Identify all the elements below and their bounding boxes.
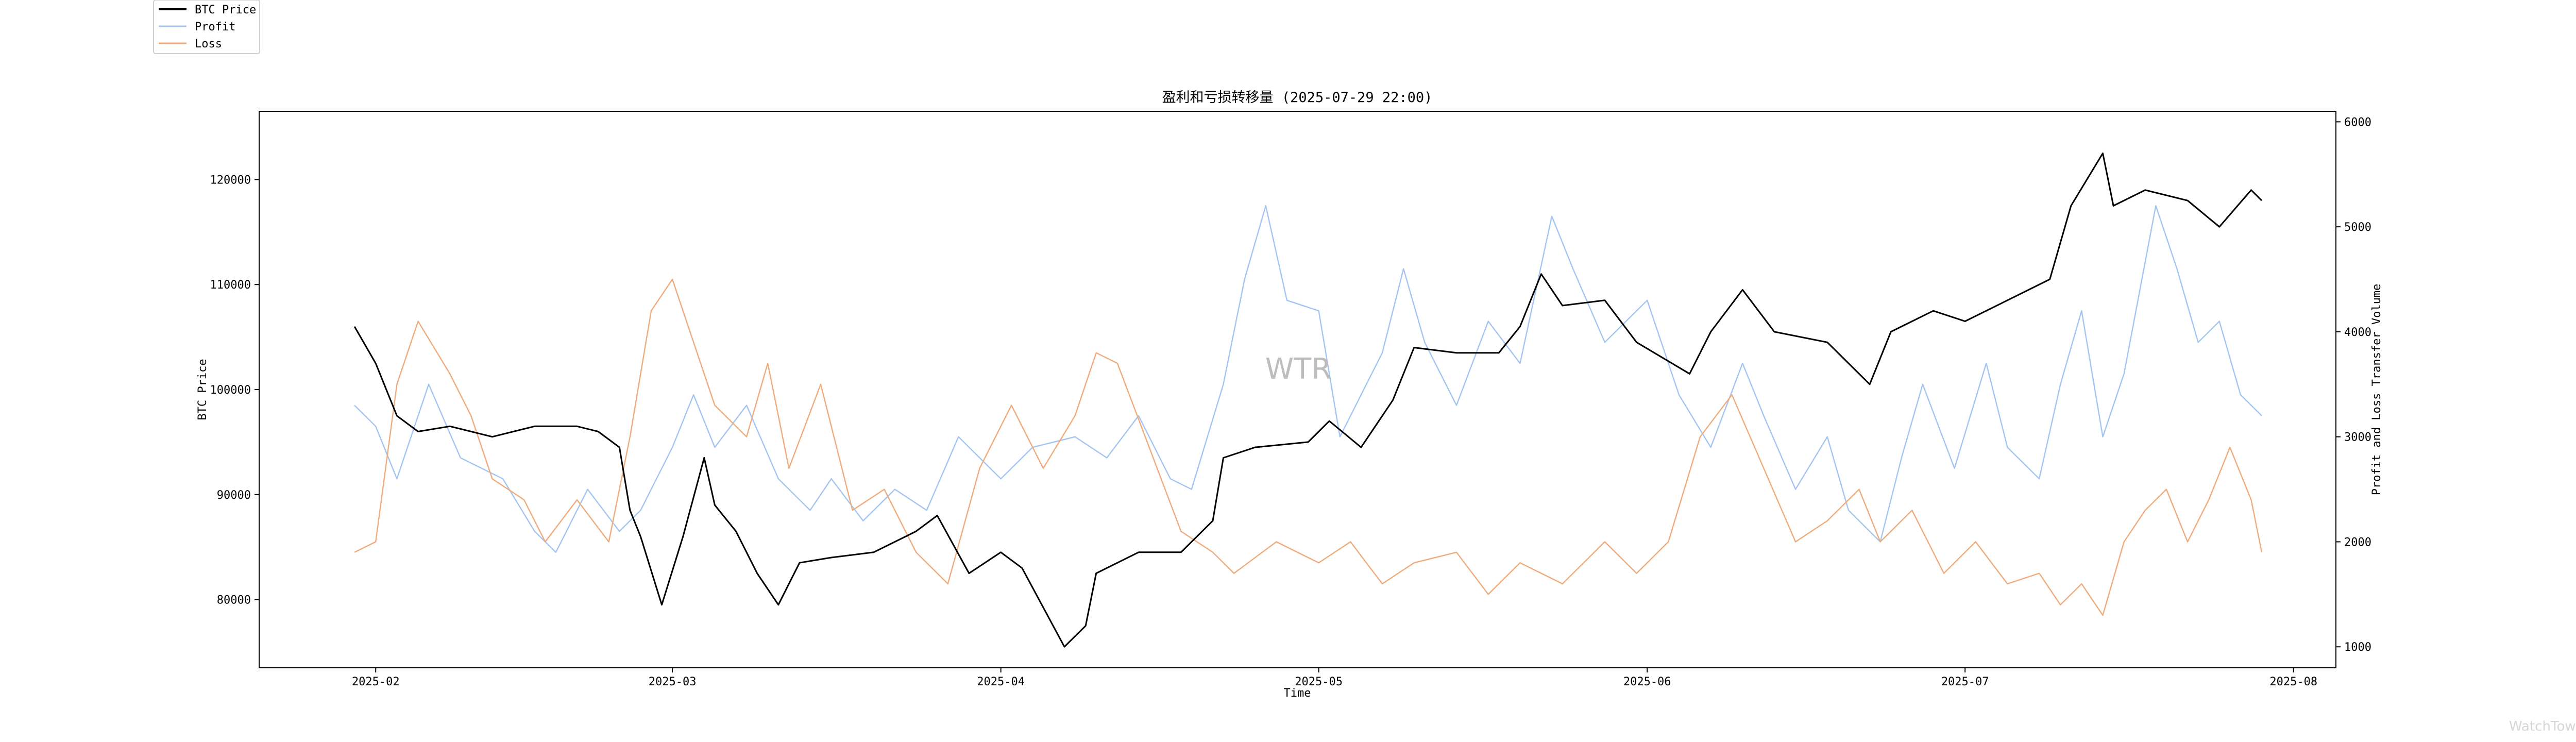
x-axis-label: Time (1284, 687, 1311, 700)
x-tick-label: 2025-07 (1941, 676, 1989, 688)
legend: BTC Price Profit Loss (153, 0, 260, 54)
y-right-tick-label: 3000 (2344, 431, 2371, 444)
plot-watermark: WTR (1265, 352, 1332, 386)
x-tick-label: 2025-03 (649, 676, 697, 688)
y-left-tick-label: 110000 (210, 279, 251, 292)
y-left-tick-label: 120000 (210, 174, 251, 187)
x-tick-label: 2025-02 (352, 676, 400, 688)
axes-layer: 2025-02 2025-03 2025-04 2025-05 2025-06 2025-… (210, 116, 2371, 688)
y-right-tick-label: 1000 (2344, 641, 2371, 654)
legend-frame (153, 0, 260, 54)
y-left-tick-label: 90000 (217, 489, 251, 502)
series-line-btc-price (353, 153, 2263, 648)
x-tick-label: 2025-04 (977, 676, 1025, 688)
series-line-profit (354, 205, 2262, 553)
y-axis-left-label: BTC Price (196, 359, 209, 420)
x-tick-label: 2025-05 (1295, 676, 1343, 688)
legend-label-loss: Loss (195, 38, 222, 50)
series-line-loss (354, 278, 2263, 616)
y-right-tick-label: 2000 (2344, 536, 2371, 549)
y-right-tick-label: 5000 (2344, 221, 2371, 234)
chart-title: 盈利和亏损转移量 (2025-07-29 22:00) (1162, 90, 1433, 106)
series-layer (353, 153, 2263, 648)
y-left-tick-label: 80000 (217, 594, 251, 607)
legend-label-btc-price: BTC Price (195, 4, 256, 16)
y-left-tick-label: 100000 (210, 384, 251, 397)
y-right-tick-label: 4000 (2344, 326, 2371, 339)
legend-label-profit: Profit (195, 21, 235, 33)
corner-watermark: WatchTower (2509, 719, 2576, 734)
y-axis-right-label: Profit and Loss Transfer Volume (2370, 284, 2383, 496)
y-right-tick-label: 6000 (2344, 116, 2371, 129)
x-tick-label: 2025-08 (2269, 676, 2317, 688)
plot-area-frame (259, 111, 2336, 668)
x-tick-label: 2025-06 (1623, 676, 1671, 688)
